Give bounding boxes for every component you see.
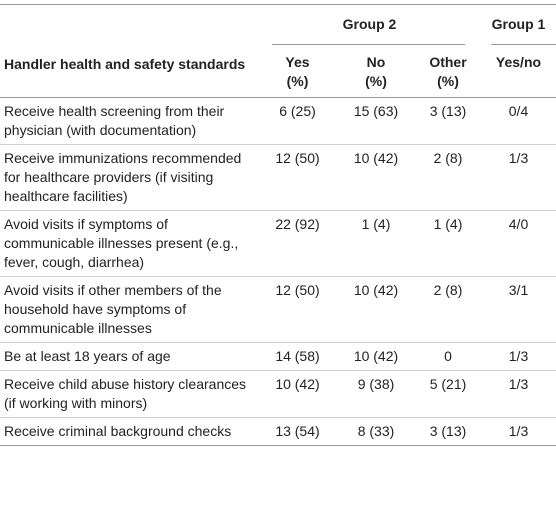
row-yes: 12 (50) (258, 276, 337, 343)
row-yesno: 1/3 (481, 370, 556, 418)
row-yes: 12 (50) (258, 144, 337, 211)
table-row: Receive child abuse history clearances (… (0, 370, 556, 418)
table-row: Avoid visits if symptoms of communicable… (0, 210, 556, 277)
row-other: 2 (8) (415, 144, 481, 211)
yes-header-line1: Yes (285, 54, 310, 70)
no-header-line2: (%) (365, 73, 387, 89)
row-item: Receive immunizations recommended for he… (0, 144, 258, 211)
row-no: 8 (33) (337, 417, 415, 446)
group1-header: Group 1 (481, 5, 556, 45)
yes-header-line2: (%) (286, 73, 309, 89)
table-row: Receive criminal background checks 13 (5… (0, 417, 556, 446)
row-yes: 6 (25) (258, 97, 337, 145)
row-other: 2 (8) (415, 276, 481, 343)
table-row: Avoid visits if other members of the hou… (0, 276, 556, 343)
no-header-line1: No (366, 54, 386, 70)
table-row: Receive immunizations recommended for he… (0, 144, 556, 211)
row-item: Receive criminal background checks (0, 417, 258, 446)
row-yesno: 1/3 (481, 144, 556, 211)
row-item: Avoid visits if other members of the hou… (0, 276, 258, 343)
row-yesno: 1/3 (481, 342, 556, 371)
table-row: Be at least 18 years of age 14 (58) 10 (… (0, 342, 556, 371)
row-yes: 13 (54) (258, 417, 337, 446)
no-column-header: No (%) (337, 45, 415, 98)
row-yes: 22 (92) (258, 210, 337, 277)
yesno-column-header: Yes/no (495, 54, 542, 70)
group1-rule (491, 44, 556, 45)
row-no: 9 (38) (337, 370, 415, 418)
group-header-row: Group 2 Group 1 (0, 5, 556, 45)
empty-header-cell (0, 5, 258, 45)
row-item: Receive child abuse history clearances (… (0, 370, 258, 418)
row-item: Be at least 18 years of age (0, 342, 258, 371)
row-other: 3 (13) (415, 97, 481, 145)
group1-label: Group 1 (491, 16, 546, 32)
standards-table: Group 2 Group 1 Handler health and safet… (0, 4, 556, 446)
top-rule-row (0, 4, 556, 5)
row-other: 0 (415, 342, 481, 371)
row-yes: 14 (58) (258, 342, 337, 371)
row-other: 5 (21) (415, 370, 481, 418)
row-item: Avoid visits if symptoms of communicable… (0, 210, 258, 277)
group2-header: Group 2 (258, 5, 481, 45)
row-no: 10 (42) (337, 144, 415, 211)
row-no: 10 (42) (337, 276, 415, 343)
row-item: Receive health screening from their phys… (0, 97, 258, 145)
row-no: 1 (4) (337, 210, 415, 277)
row-yes: 10 (42) (258, 370, 337, 418)
group2-rule (272, 44, 465, 45)
group2-label: Group 2 (342, 16, 397, 32)
row-no: 15 (63) (337, 97, 415, 145)
row-other: 3 (13) (415, 417, 481, 446)
column-header-row: Handler health and safety standards Yes … (0, 45, 556, 98)
other-header-line1: Other (429, 54, 467, 70)
row-yesno: 1/3 (481, 417, 556, 446)
row-yesno: 4/0 (481, 210, 556, 277)
item-column-header: Handler health and safety standards (4, 56, 246, 72)
other-column-header: Other (%) (415, 45, 481, 98)
row-other: 1 (4) (415, 210, 481, 277)
row-yesno: 0/4 (481, 97, 556, 145)
row-no: 10 (42) (337, 342, 415, 371)
table-row: Receive health screening from their phys… (0, 97, 556, 145)
other-header-line2: (%) (437, 73, 459, 89)
yes-column-header: Yes (%) (258, 45, 337, 98)
row-yesno: 3/1 (481, 276, 556, 343)
